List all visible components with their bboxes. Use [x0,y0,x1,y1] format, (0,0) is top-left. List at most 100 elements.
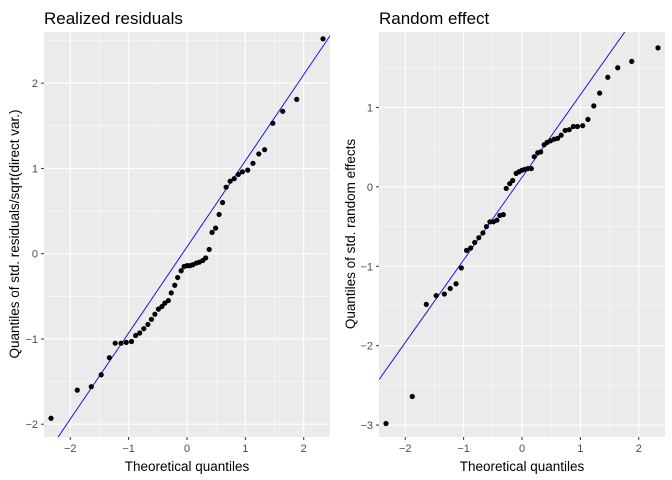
data-point [223,184,229,190]
data-point [441,291,447,297]
data-point [256,151,262,157]
x-tick-labels: −2 −1 0 1 2 [64,443,307,455]
data-point [458,265,464,271]
data-point [203,255,209,261]
data-point [209,229,215,235]
data-point [239,169,246,175]
data-point [152,311,158,317]
data-point [483,223,489,230]
data-point [655,45,661,51]
data-point [574,123,581,130]
data-point [585,116,591,122]
data-point [106,355,112,361]
data-point [480,230,486,236]
data-point [175,274,181,281]
data-point [472,239,478,246]
data-point [178,268,184,274]
plot-area [379,32,661,427]
x-axis-label: Theoretical quantiles [125,459,250,474]
data-point [141,326,147,332]
data-point [423,301,429,307]
data-point [500,212,506,218]
data-point [245,167,251,173]
data-point [320,36,326,42]
x-tick-label: 1 [242,443,248,455]
data-point [159,303,165,310]
x-tick-label: −1 [457,443,470,455]
data-point [383,420,389,427]
y-tick-label: −1 [360,261,373,273]
y-tick-label: 1 [32,163,38,175]
data-point [227,178,233,184]
data-point [468,245,474,251]
data-point [270,120,276,126]
data-point [503,185,509,192]
data-point [447,285,453,292]
chart-random-effect: Random effect −2 −1 0 1 2 −3 −2 −1 0 1 Theoretic… [343,9,665,474]
data-point [453,281,459,287]
data-point [476,235,482,241]
data-point [570,123,576,130]
data-point [262,147,268,153]
x-tick-label: 0 [519,443,525,455]
data-point [433,293,439,299]
data-point [597,90,603,96]
x-tick-label: −2 [64,443,77,455]
data-point [216,211,222,218]
data-point [629,58,635,64]
data-point [98,372,104,378]
data-point [294,96,300,102]
data-point [137,330,143,336]
data-point [531,154,537,160]
y-axis-label: Quantiles of std. residuals/sqrt(direct … [7,109,22,358]
x-tick-labels: −2 −1 0 1 2 [399,443,642,455]
data-point [123,339,129,345]
x-tick-label: 0 [184,443,190,455]
data-point [494,217,500,223]
data-point [558,132,564,138]
data-point [250,160,256,166]
data-point [591,103,597,109]
data-point [605,74,611,80]
y-tick-label: −3 [360,420,373,432]
data-point [118,340,124,346]
data-point [409,393,415,400]
data-point [235,171,241,177]
x-tick-label: −1 [122,443,135,455]
plot-area [48,35,330,437]
data-point [510,177,516,184]
data-point [615,65,621,71]
y-tick-label: −1 [25,334,38,346]
chart-realized-residuals: Realized residuals −2 −1 0 1 2 −2 −1 0 1 2 Theor… [7,9,330,474]
y-tick-label: −2 [360,341,373,353]
y-tick-label: 1 [367,102,373,114]
data-point [145,321,151,328]
data-point [133,332,139,339]
y-tick-label: 0 [367,182,373,194]
data-point [580,123,586,129]
x-tick-label: 2 [636,443,642,455]
x-tick-label: 1 [577,443,583,455]
data-point [148,316,154,322]
chart-title: Realized residuals [44,9,183,28]
data-point [88,384,94,390]
grid [379,32,665,437]
data-point [48,415,54,421]
data-point [562,127,568,134]
data-point [112,340,118,346]
x-axis-label: Theoretical quantiles [460,459,585,474]
data-point [463,247,470,253]
y-tick-label: 0 [32,249,38,261]
chart-title: Random effect [379,9,490,28]
data-point [220,199,226,206]
y-tick-label: −2 [25,419,38,431]
x-tick-label: −2 [399,443,412,455]
data-point [206,246,212,253]
data-point [280,108,286,114]
data-point [528,165,534,172]
grid [44,32,330,437]
data-point [74,387,80,393]
data-point [566,127,572,133]
